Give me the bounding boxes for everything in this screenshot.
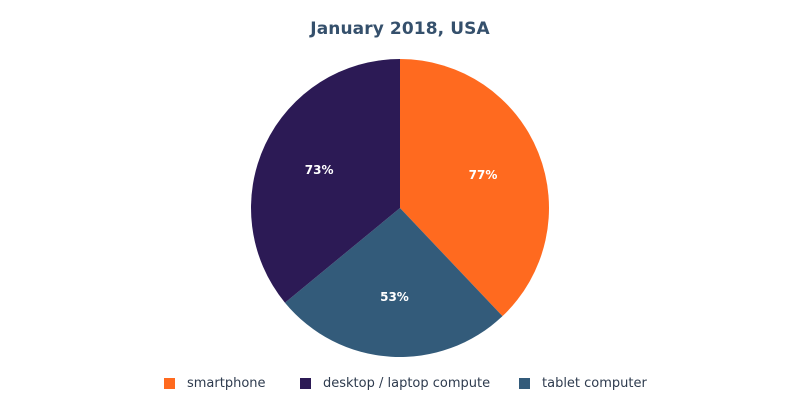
pie-slice-labels: 77% 53% 73%	[305, 163, 498, 304]
legend-swatch-desktop-laptop	[300, 377, 311, 389]
legend-label-smartphone: smartphone	[187, 375, 266, 391]
pie-slice-tablet-computer	[284, 208, 503, 357]
legend-swatch-tablet	[519, 377, 530, 389]
pie-slices	[251, 59, 549, 357]
legend-label-tablet: tablet computer	[542, 375, 647, 391]
pie-slice-smartphone	[400, 59, 549, 317]
legend-item-tablet: tablet computer	[519, 373, 647, 393]
legend-swatch-smartphone	[164, 377, 175, 389]
legend: smartphone desktop / laptop compute tabl…	[0, 373, 800, 393]
chart-title: January 2018, USA	[310, 19, 490, 39]
legend-label-desktop-laptop: desktop / laptop compute	[323, 375, 491, 391]
legend-item-smartphone: smartphone	[164, 373, 266, 393]
pie-slice-label-desktop-laptop-compute: 73%	[305, 163, 334, 177]
legend-item-desktop-laptop: desktop / laptop compute	[300, 373, 490, 393]
pie-slice-label-smartphone: 77%	[469, 168, 498, 182]
pie-slice-desktop-laptop-compute	[251, 59, 400, 303]
pie-slice-label-tablet-computer: 53%	[380, 290, 409, 304]
